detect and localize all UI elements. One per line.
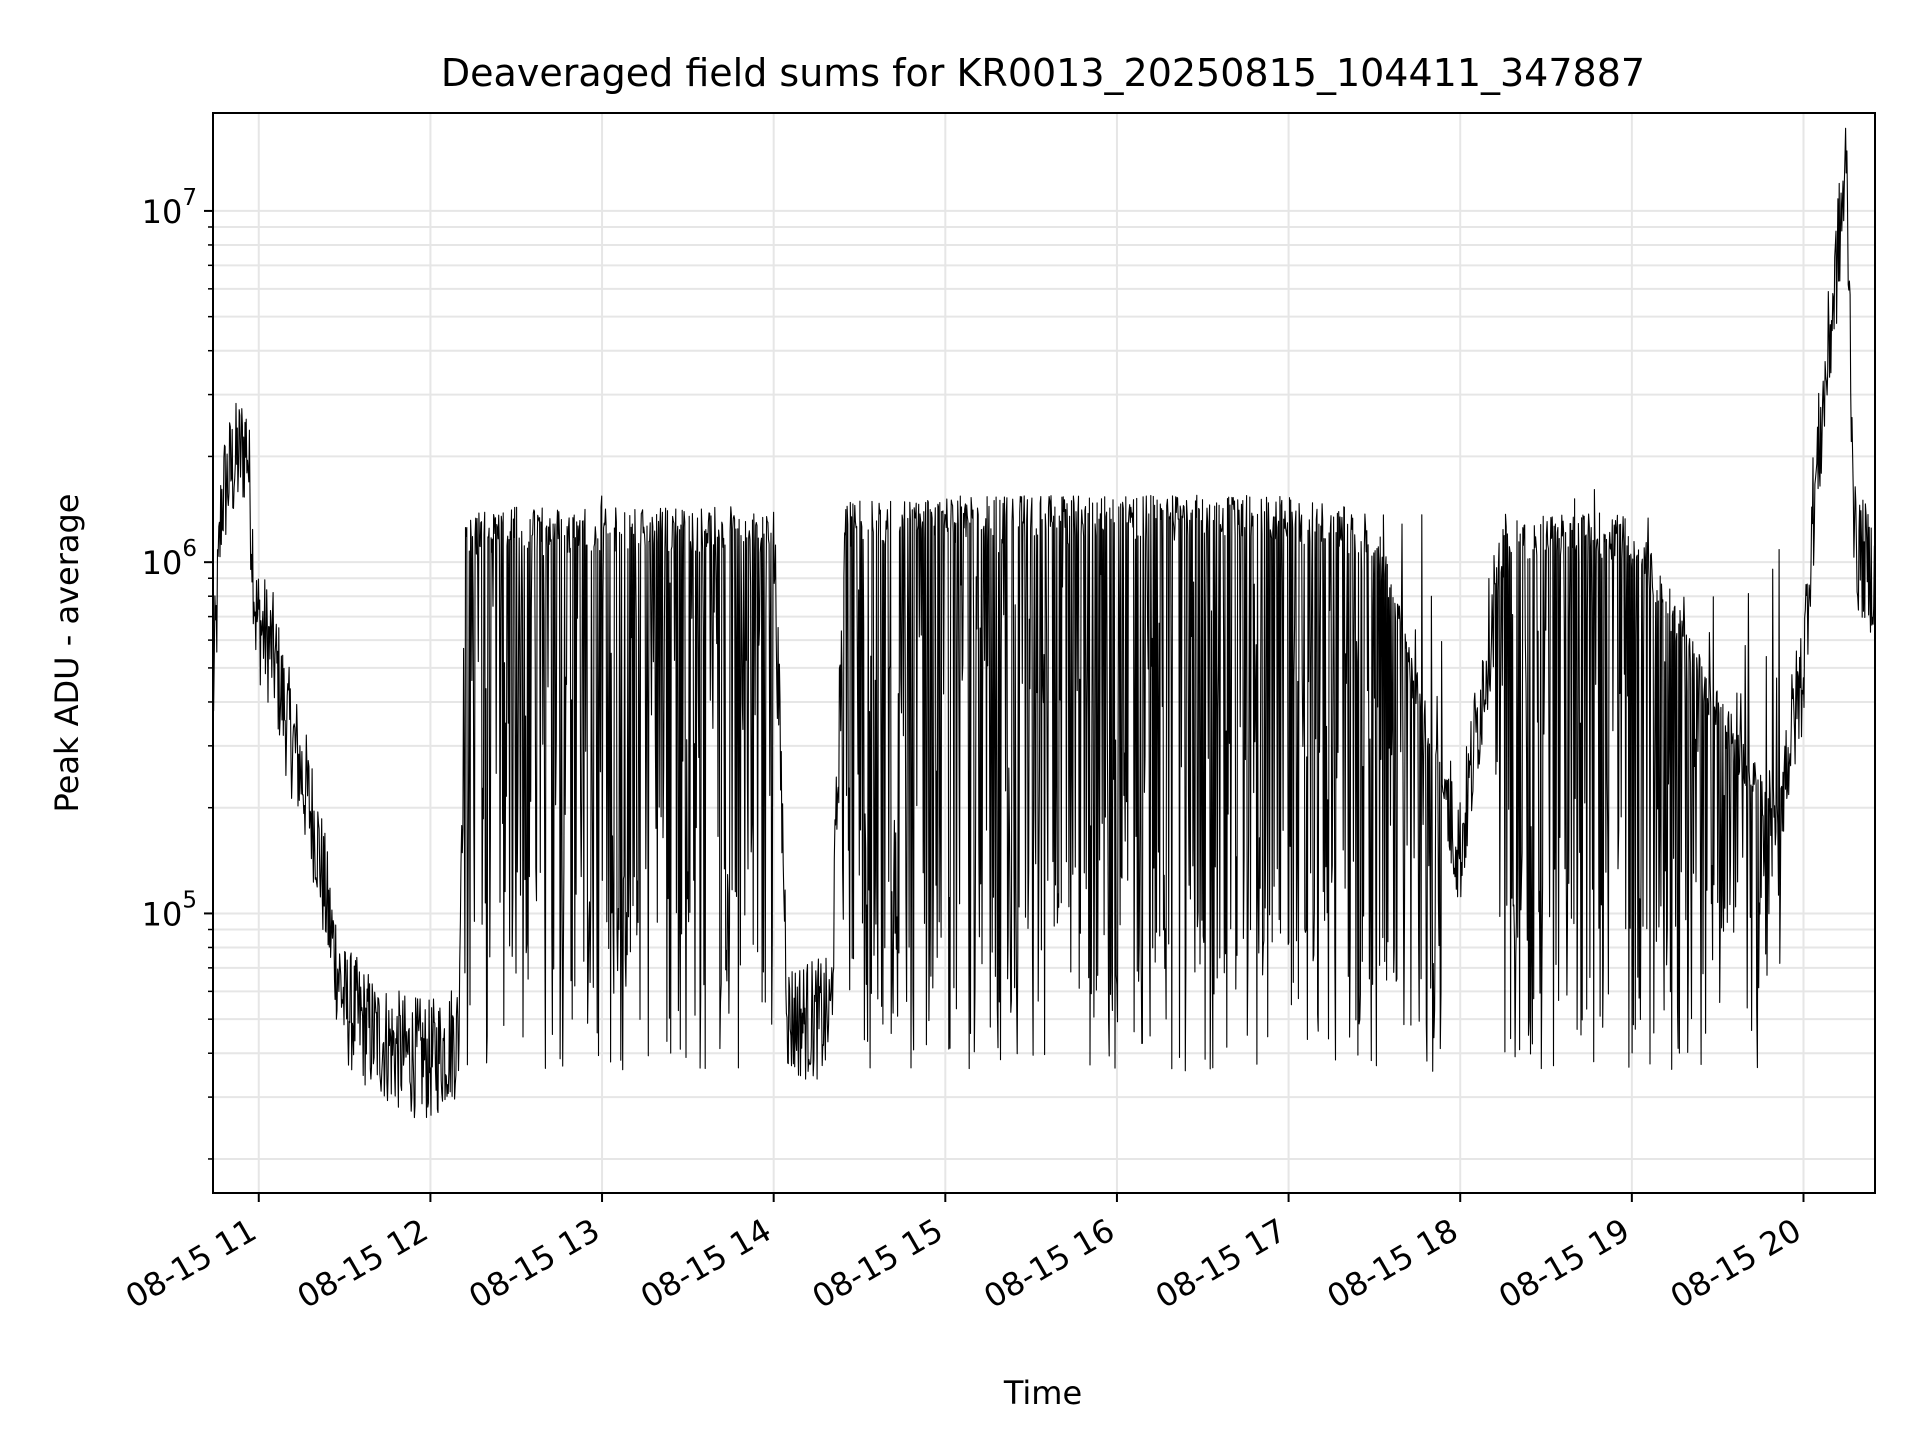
series-line (212, 127, 1876, 1119)
y-tick-label-base: 10 (142, 193, 183, 231)
plot-area (212, 127, 1876, 1119)
y-tick-label: 105 (142, 887, 197, 933)
x-axis-label: Time (1003, 1374, 1082, 1412)
chart-title: Deaveraged field sums for KR0013_2025081… (441, 51, 1645, 95)
y-tick-label-exponent: 5 (182, 887, 197, 913)
y-axis-label: Peak ADU - average (48, 494, 86, 813)
y-tick-label-exponent: 6 (182, 536, 197, 562)
y-tick-label-base: 10 (142, 544, 183, 582)
y-tick-label: 106 (142, 536, 197, 582)
y-tick-label-base: 10 (142, 895, 183, 933)
y-tick-label-exponent: 7 (182, 185, 197, 211)
axes-frame (212, 112, 1876, 1194)
y-tick-label: 107 (142, 185, 197, 231)
